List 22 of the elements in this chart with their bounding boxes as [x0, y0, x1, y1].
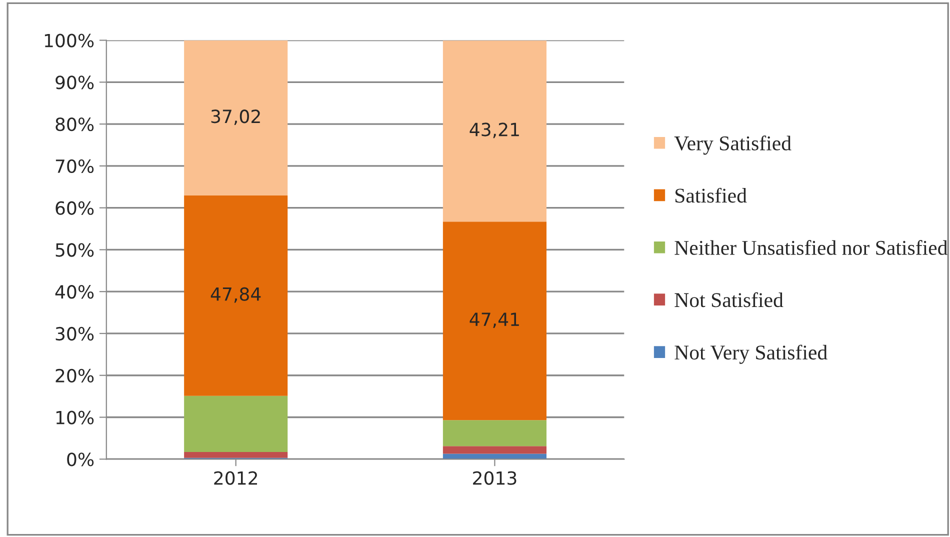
x-tick-label: 2012 — [214, 471, 258, 485]
y-tick-label: 100% — [44, 34, 94, 48]
x-tick-label: 2013 — [473, 471, 516, 485]
legend-label: Not Satisfied — [674, 292, 784, 308]
data-label: 47,84 — [210, 287, 261, 303]
legend-label: Not Very Satisfied — [674, 344, 828, 364]
y-tick-label: 70% — [56, 159, 94, 174]
y-tick-label: 20% — [56, 368, 94, 382]
legend-label: Neither Unsatisfied nor Satisfied — [674, 240, 948, 255]
data-label: 37,02 — [211, 110, 260, 126]
data-label: 47,41 — [470, 312, 519, 328]
y-tick-label: 90% — [56, 76, 94, 90]
y-tick-label: 60% — [56, 201, 94, 215]
y-tick-label: 10% — [56, 410, 94, 424]
y-tick-label: 30% — [56, 326, 94, 341]
legend-label: Very Satisfied — [674, 136, 792, 155]
y-tick-label: 40% — [55, 285, 94, 299]
data-label: 43,21 — [470, 122, 519, 138]
y-tick-label: 80% — [56, 118, 94, 132]
y-tick-label: 50% — [56, 243, 94, 257]
legend-label: Satisfied — [675, 188, 747, 203]
y-tick-label: 0% — [67, 452, 94, 466]
